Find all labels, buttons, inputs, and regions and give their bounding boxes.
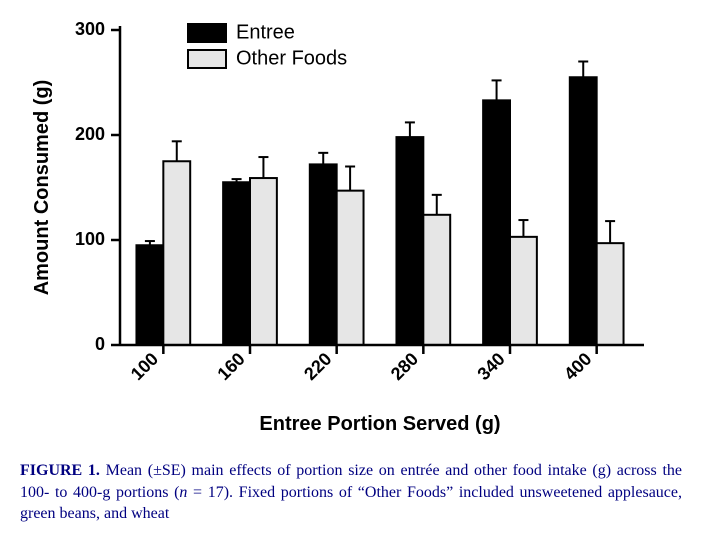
- svg-text:100: 100: [75, 229, 105, 249]
- svg-text:Other Foods: Other Foods: [236, 47, 347, 69]
- svg-text:200: 200: [75, 124, 105, 144]
- svg-text:Entree Portion Served (g): Entree Portion Served (g): [259, 413, 500, 435]
- svg-text:300: 300: [75, 19, 105, 39]
- bar-chart: 0100200300100160220280340400Entree Porti…: [0, 0, 702, 460]
- svg-text:0: 0: [95, 334, 105, 354]
- svg-text:Amount Consumed (g): Amount Consumed (g): [31, 80, 53, 296]
- caption-label: FIGURE 1.: [20, 462, 100, 479]
- figure-caption: FIGURE 1. Mean (±SE) main effects of por…: [20, 460, 682, 525]
- svg-text:Entree: Entree: [236, 21, 295, 43]
